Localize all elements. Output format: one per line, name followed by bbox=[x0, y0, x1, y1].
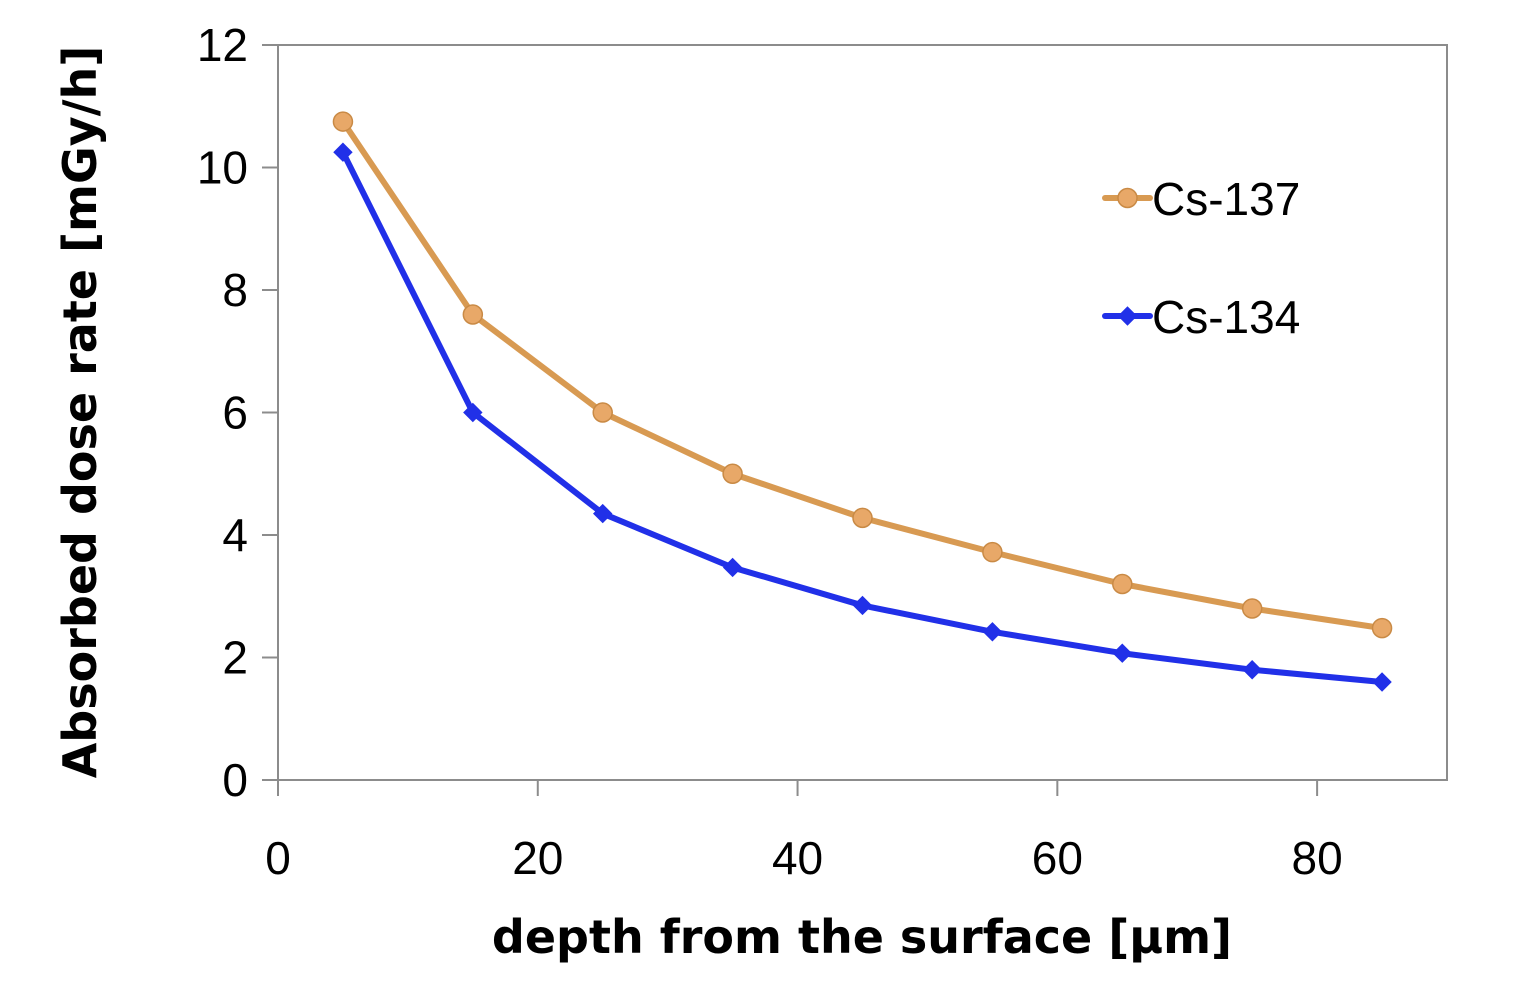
y-tick-label: 10 bbox=[197, 142, 248, 194]
legend-label-cs-137: Cs-137 bbox=[1152, 173, 1300, 225]
y-axis-title: Absorbed dose rate [mGy/h] bbox=[53, 46, 107, 779]
y-tick-label: 12 bbox=[197, 19, 248, 71]
data-point-cs-134 bbox=[982, 622, 1003, 642]
y-axis: 0 2 4 6 8 10 12 bbox=[197, 19, 278, 806]
series-layer bbox=[332, 111, 1393, 692]
legend-item-cs-134: Cs-134 bbox=[1102, 291, 1300, 343]
y-tick-label: 0 bbox=[222, 754, 248, 806]
data-point-cs-134 bbox=[333, 142, 353, 162]
data-point-cs-134 bbox=[852, 595, 873, 616]
x-tick-label: 0 bbox=[265, 832, 291, 884]
data-point-cs-134 bbox=[722, 557, 743, 578]
series-cs-134 bbox=[333, 142, 1392, 692]
x-tick-label: 60 bbox=[1032, 832, 1083, 884]
data-point-cs-134 bbox=[463, 402, 483, 423]
x-tick-label: 40 bbox=[772, 832, 823, 884]
data-point-cs-137 bbox=[982, 541, 1003, 563]
data-point-cs-137 bbox=[462, 304, 484, 325]
x-axis: 0 20 40 60 80 bbox=[265, 780, 1343, 884]
data-point-cs-134 bbox=[1372, 672, 1392, 692]
y-tick-label: 8 bbox=[222, 264, 248, 316]
y-tick-label: 4 bbox=[222, 509, 248, 561]
legend-label-cs-134: Cs-134 bbox=[1152, 291, 1300, 343]
data-point-cs-134 bbox=[593, 503, 613, 524]
data-point-cs-137 bbox=[592, 402, 613, 423]
x-tick-label: 20 bbox=[512, 832, 563, 884]
legend-marker-cs-134 bbox=[1117, 306, 1138, 326]
legend-marker-cs-137 bbox=[1117, 187, 1138, 209]
data-point-cs-137 bbox=[332, 111, 354, 132]
x-axis-title: depth from the surface [µm] bbox=[492, 910, 1232, 964]
y-tick-label: 6 bbox=[222, 387, 248, 439]
legend: Cs-137 Cs-134 bbox=[1102, 173, 1300, 343]
data-point-cs-137 bbox=[722, 463, 743, 484]
series-cs-137 bbox=[332, 111, 1393, 639]
legend-item-cs-137: Cs-137 bbox=[1102, 173, 1300, 225]
data-point-cs-134 bbox=[1112, 643, 1132, 663]
x-tick-label: 80 bbox=[1292, 832, 1343, 884]
data-point-cs-137 bbox=[1371, 617, 1393, 639]
data-point-cs-137 bbox=[1241, 598, 1263, 619]
data-point-cs-137 bbox=[1112, 573, 1133, 595]
data-point-cs-134 bbox=[1242, 660, 1262, 680]
data-point-cs-137 bbox=[852, 507, 873, 529]
y-tick-label: 2 bbox=[222, 632, 248, 684]
